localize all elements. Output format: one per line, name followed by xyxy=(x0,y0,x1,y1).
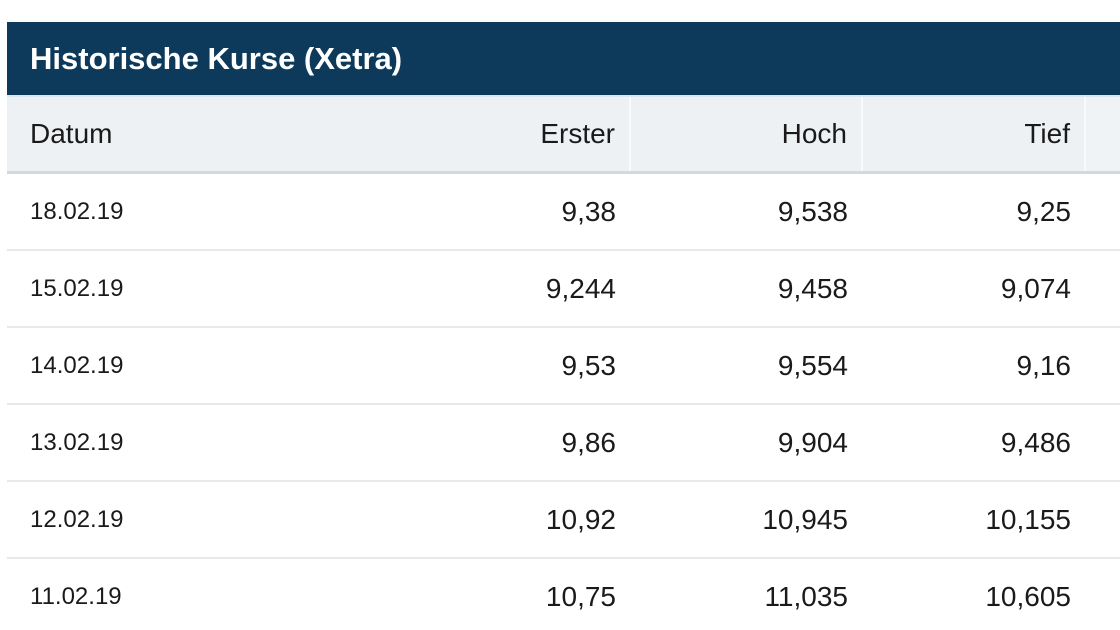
cell-tief: 9,074 xyxy=(862,250,1085,328)
table-row: 12.02.19 10,92 10,945 10,155 xyxy=(7,481,1120,559)
table-row: 13.02.19 9,86 9,904 9,486 xyxy=(7,404,1120,482)
historical-prices-table: Datum Erster Hoch Tief 18.02.19 9,38 9,538… xyxy=(7,95,1120,630)
cell-cutoff xyxy=(1085,172,1120,251)
table-title-bar: Historische Kurse (Xetra) xyxy=(7,22,1120,95)
column-header-erster: Erster xyxy=(407,95,630,174)
cell-erster: 9,38 xyxy=(407,172,630,251)
cell-hoch: 9,538 xyxy=(630,172,862,251)
cell-erster: 10,92 xyxy=(407,481,630,559)
cell-hoch: 11,035 xyxy=(630,558,862,630)
cell-hoch: 10,945 xyxy=(630,481,862,559)
column-header-hoch: Hoch xyxy=(629,95,862,174)
cell-hoch: 9,554 xyxy=(630,327,862,405)
cell-hoch: 9,904 xyxy=(630,404,862,482)
historical-prices-card: Historische Kurse (Xetra) Datum Erster H… xyxy=(7,22,1120,630)
cell-tief: 9,486 xyxy=(862,404,1085,482)
cell-erster: 9,86 xyxy=(407,404,630,482)
table-body: 18.02.19 9,38 9,538 9,25 15.02.19 9,244 9,458 9… xyxy=(7,172,1120,630)
column-header-tief: Tief xyxy=(861,95,1085,174)
cell-erster: 9,244 xyxy=(407,250,630,328)
cell-tief: 10,155 xyxy=(862,481,1085,559)
cell-datum: 13.02.19 xyxy=(7,404,407,482)
cell-erster: 10,75 xyxy=(407,558,630,630)
table-row: 14.02.19 9,53 9,554 9,16 xyxy=(7,327,1120,405)
cell-cutoff xyxy=(1085,558,1120,630)
cell-tief: 9,25 xyxy=(862,172,1085,251)
cell-datum: 11.02.19 xyxy=(7,558,407,630)
cell-tief: 10,605 xyxy=(862,558,1085,630)
table-title: Historische Kurse (Xetra) xyxy=(30,41,403,76)
cell-cutoff xyxy=(1085,250,1120,328)
cell-datum: 12.02.19 xyxy=(7,481,407,559)
cell-cutoff xyxy=(1085,481,1120,559)
cell-cutoff xyxy=(1085,327,1120,405)
table-row: 18.02.19 9,38 9,538 9,25 xyxy=(7,172,1120,251)
cell-hoch: 9,458 xyxy=(630,250,862,328)
column-header-cutoff xyxy=(1084,95,1120,174)
cell-tief: 9,16 xyxy=(862,327,1085,405)
cell-datum: 15.02.19 xyxy=(7,250,407,328)
table-header-row: Datum Erster Hoch Tief xyxy=(7,95,1120,174)
column-header-datum: Datum xyxy=(7,95,407,174)
cell-datum: 14.02.19 xyxy=(7,327,407,405)
cell-datum: 18.02.19 xyxy=(7,172,407,251)
cell-erster: 9,53 xyxy=(407,327,630,405)
table-row: 15.02.19 9,244 9,458 9,074 xyxy=(7,250,1120,328)
table-row: 11.02.19 10,75 11,035 10,605 xyxy=(7,558,1120,630)
cell-cutoff xyxy=(1085,404,1120,482)
